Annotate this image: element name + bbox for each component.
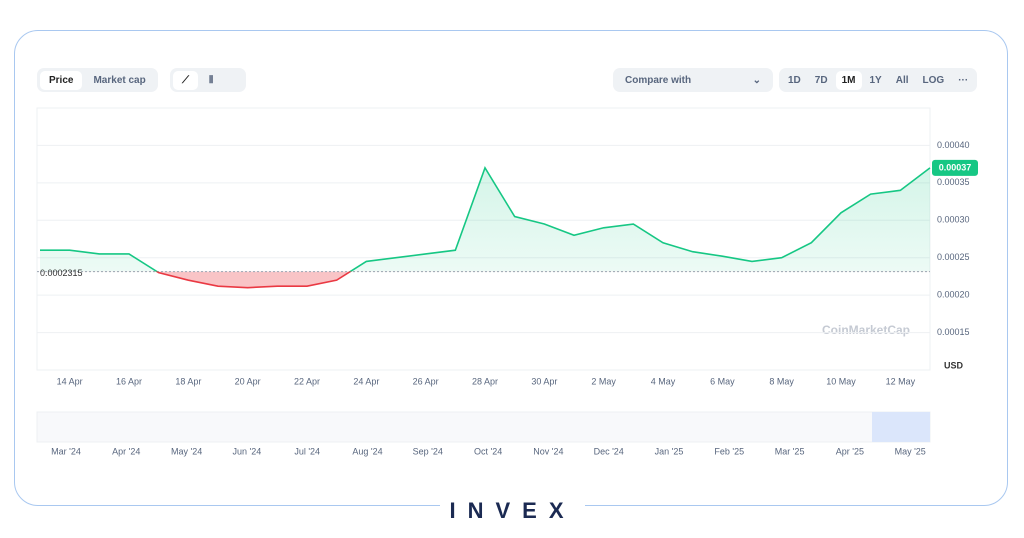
y-tick-label: 0.00040: [937, 140, 970, 150]
x-tick-label: 4 May: [651, 376, 676, 386]
price-area: [40, 167, 930, 288]
range-button[interactable]: LOG: [922, 74, 945, 86]
navigator-label: Mar '24: [51, 446, 81, 456]
x-tick-label: 12 May: [886, 376, 916, 386]
current-price-badge: [932, 159, 978, 176]
watermark: CoinMarketCap: [822, 323, 910, 337]
y-tick-label: 0.00015: [937, 327, 970, 337]
x-tick-label: 10 May: [826, 376, 856, 386]
y-tick-label: 0.00030: [937, 215, 970, 225]
navigator-label: Jun '24: [233, 446, 262, 456]
navigator-selection[interactable]: [872, 412, 930, 442]
x-tick-label: 16 Apr: [116, 376, 142, 386]
navigator-label: Apr '25: [836, 446, 864, 456]
baseline-label: 0.0002315: [40, 268, 83, 278]
tab-group: Price Market cap: [37, 68, 158, 92]
x-tick-label: 24 Apr: [353, 376, 379, 386]
x-tick-label: 20 Apr: [235, 376, 261, 386]
range-button[interactable]: 1M: [835, 70, 862, 90]
navigator-label: Aug '24: [352, 446, 382, 456]
brand-logo: INVEX: [440, 496, 585, 526]
navigator-label: Sep '24: [413, 446, 443, 456]
navigator-label: May '25: [895, 446, 926, 456]
candle-type-button[interactable]: ⫴: [209, 74, 214, 86]
y-tick-label: 0.00020: [937, 290, 970, 300]
line-type-button[interactable]: ⟋: [173, 70, 198, 90]
x-tick-label: 28 Apr: [472, 376, 498, 386]
x-tick-label: 30 Apr: [531, 376, 557, 386]
range-button[interactable]: All: [895, 74, 909, 86]
range-button[interactable]: 1D: [788, 74, 801, 86]
navigator: [36, 411, 931, 443]
navigator-label: Jan '25: [655, 446, 684, 456]
navigator-label: Nov '24: [533, 446, 563, 456]
y-unit: USD: [944, 360, 964, 370]
compare-label: Compare with: [625, 74, 692, 86]
navigator-label: Mar '25: [775, 446, 805, 456]
compare-select[interactable]: Compare with ⌄: [613, 68, 773, 92]
navigator-label: May '24: [171, 446, 202, 456]
navigator-label: Jul '24: [294, 446, 320, 456]
x-tick-label: 8 May: [769, 376, 794, 386]
tab[interactable]: Price: [40, 70, 83, 90]
x-tick-label: 2 May: [591, 376, 616, 386]
x-tick-label: 18 Apr: [175, 376, 201, 386]
current-price-label: 0.00037: [939, 162, 972, 172]
tab[interactable]: Market cap: [93, 74, 146, 86]
price-line: [40, 166, 931, 289]
range-group: 1D 7D 1M 1Y All LOG ···: [779, 68, 978, 92]
range-button[interactable]: ···: [958, 74, 969, 86]
y-tick-label: 0.00035: [937, 177, 970, 187]
chart-type-group: ⟋ ⫴: [170, 68, 246, 92]
x-tick-label: 26 Apr: [413, 376, 439, 386]
navigator-label: Oct '24: [474, 446, 502, 456]
navigator-label: Feb '25: [714, 446, 744, 456]
navigator-label: Dec '24: [594, 446, 624, 456]
x-tick-label: 6 May: [710, 376, 735, 386]
y-tick-label: 0.00025: [937, 252, 970, 262]
x-tick-label: 22 Apr: [294, 376, 320, 386]
navigator-label: Apr '24: [112, 446, 140, 456]
range-button[interactable]: 1Y: [869, 74, 882, 86]
chevron: ⌄: [752, 74, 761, 86]
x-tick-label: 14 Apr: [57, 376, 83, 386]
range-button[interactable]: 7D: [814, 74, 828, 86]
